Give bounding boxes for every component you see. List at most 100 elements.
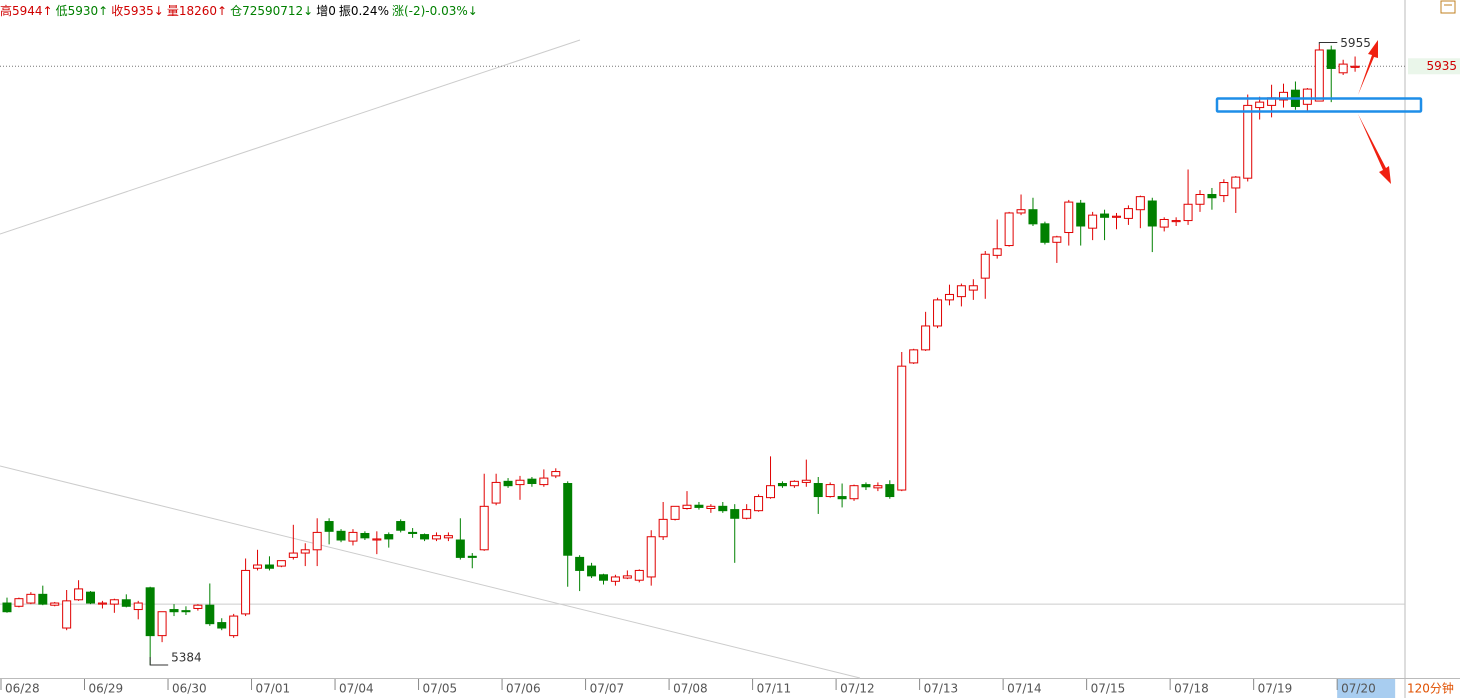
header: 高5944↑ 低5930↑ 收5935↓ 量18260↑ 仓72590712↓ 增0 振0.… bbox=[0, 2, 478, 19]
candle-body bbox=[909, 349, 919, 364]
candle-body bbox=[50, 602, 60, 606]
candle-body bbox=[1111, 215, 1121, 218]
candle-body bbox=[217, 622, 227, 629]
candle-body bbox=[2, 602, 12, 613]
candle-body bbox=[1207, 193, 1217, 199]
arrow-up bbox=[1358, 40, 1378, 95]
candle-body bbox=[145, 587, 155, 637]
highlight-box bbox=[1215, 97, 1423, 113]
candle-body bbox=[754, 496, 764, 512]
candle-body bbox=[885, 484, 895, 498]
candle-body bbox=[1135, 196, 1145, 211]
header-item: 低5930↑ bbox=[55, 4, 109, 18]
candle-body bbox=[575, 556, 585, 571]
candle-body bbox=[181, 610, 191, 613]
x-tick-label: 06/30 bbox=[172, 682, 207, 696]
candle-body bbox=[1314, 49, 1324, 102]
candle-body bbox=[1231, 176, 1241, 189]
candle-body bbox=[706, 505, 716, 510]
header-item: 增0 bbox=[316, 4, 336, 18]
candle-body bbox=[944, 293, 954, 301]
candle-body bbox=[205, 604, 215, 625]
candle-body bbox=[515, 479, 525, 486]
candle-body bbox=[193, 604, 203, 609]
candle-body bbox=[670, 505, 680, 520]
candle-body bbox=[563, 483, 573, 556]
x-tick-label: 07/07 bbox=[590, 682, 625, 696]
x-tick-label: 07/18 bbox=[1174, 682, 1209, 696]
candle-body bbox=[933, 299, 943, 327]
candle-body bbox=[1195, 193, 1205, 205]
candle-body bbox=[1016, 209, 1026, 214]
candle-body bbox=[682, 504, 692, 510]
candle-body bbox=[264, 564, 274, 569]
candle-body bbox=[1243, 104, 1253, 179]
x-tick-label: 07/06 bbox=[506, 682, 541, 696]
candle-body bbox=[825, 484, 835, 498]
x-tick-label: 07/05 bbox=[423, 682, 458, 696]
candle-body bbox=[109, 599, 119, 605]
candle-body bbox=[360, 532, 370, 539]
candle-body bbox=[551, 471, 561, 477]
candle-body bbox=[980, 253, 990, 279]
settings-icon[interactable] bbox=[1440, 0, 1456, 14]
candle-body bbox=[491, 481, 501, 504]
candle-body bbox=[897, 365, 907, 491]
candle-body bbox=[62, 600, 72, 629]
candle-body bbox=[1123, 208, 1133, 219]
candle-body bbox=[241, 569, 251, 615]
x-tick-label: 07/19 bbox=[1258, 682, 1293, 696]
candle-body bbox=[1338, 63, 1348, 74]
candle-body bbox=[1159, 218, 1169, 228]
candle-body bbox=[539, 477, 549, 486]
candle-body bbox=[646, 536, 656, 578]
candle-body bbox=[921, 325, 931, 351]
x-tick-label: 07/14 bbox=[1007, 682, 1042, 696]
candle-body bbox=[467, 555, 477, 558]
header-item: 收5935↓ bbox=[111, 4, 164, 18]
min-label: 5384 bbox=[171, 650, 202, 664]
x-tick-label: 07/04 bbox=[339, 682, 374, 696]
header-item: 振0.24% bbox=[338, 4, 389, 18]
candle-body bbox=[1302, 88, 1312, 105]
candle-body bbox=[694, 504, 704, 508]
max-label: 5955 bbox=[1340, 36, 1371, 50]
candle-body bbox=[1088, 214, 1098, 229]
candle-body bbox=[503, 480, 513, 487]
candle-body bbox=[253, 564, 263, 569]
candle-body bbox=[1219, 182, 1229, 197]
candle-body bbox=[622, 575, 632, 579]
x-tick-label: 06/29 bbox=[89, 682, 124, 696]
trend-line bbox=[0, 39, 581, 235]
candle-body bbox=[97, 602, 107, 605]
candle-body bbox=[1004, 212, 1014, 247]
x-tick-label: 06/28 bbox=[5, 682, 40, 696]
candle-body bbox=[658, 518, 668, 538]
candle-body bbox=[861, 484, 871, 488]
candle-body bbox=[479, 505, 489, 551]
candle-body bbox=[1147, 200, 1157, 227]
candle-body bbox=[1183, 203, 1193, 222]
candle-body bbox=[133, 602, 143, 611]
candle-body bbox=[610, 576, 620, 582]
candle-body bbox=[718, 505, 728, 512]
candle-body bbox=[1100, 213, 1110, 218]
candle-body bbox=[1064, 201, 1074, 234]
candle-body bbox=[1255, 101, 1265, 109]
x-tick-label: 07/15 bbox=[1091, 682, 1126, 696]
candle-body bbox=[777, 483, 787, 487]
candle-body bbox=[801, 479, 811, 483]
last-price-label: 5935 bbox=[1426, 59, 1457, 73]
candle-body bbox=[169, 609, 179, 613]
candle-body bbox=[527, 478, 537, 485]
header-item: 高5944↑ bbox=[0, 4, 53, 18]
candle-body bbox=[420, 534, 430, 540]
candle-body bbox=[849, 485, 859, 500]
selected-date-bg bbox=[1337, 679, 1396, 698]
trend-line bbox=[0, 465, 861, 679]
candle-body bbox=[813, 483, 823, 498]
header-item: 量18260↑ bbox=[166, 4, 228, 18]
header-item: 涨(-2)-0.03%↓ bbox=[391, 4, 478, 18]
header-item: 仓72590712↓ bbox=[230, 4, 314, 18]
